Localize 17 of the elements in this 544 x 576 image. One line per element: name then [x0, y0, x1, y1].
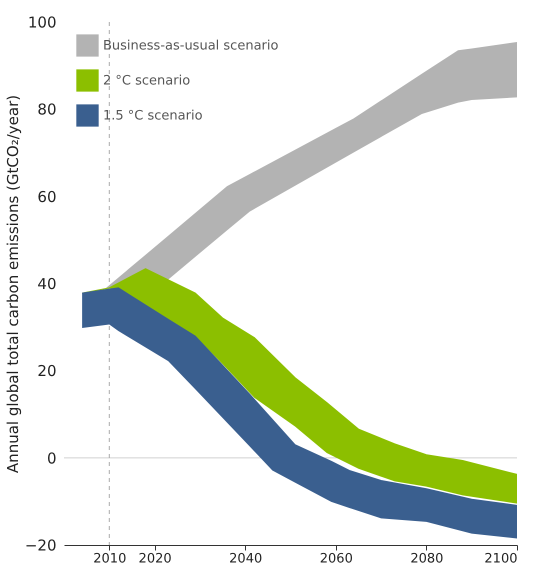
y-tick-label: 0 — [46, 449, 56, 468]
y-tick-label: 60 — [37, 188, 56, 206]
x-tick-label: 2040 — [229, 552, 262, 566]
legend-label: 2 °C scenario — [103, 74, 190, 88]
x-tick-label: 2010 — [93, 552, 126, 566]
y-tick-label: 20 — [37, 362, 56, 380]
y-axis-title: Annual global total carbon emissions (GtCO₂/year) — [4, 94, 22, 474]
y-tick-label: 100 — [28, 14, 56, 32]
legend-label: Business-as-usual scenario — [103, 38, 278, 54]
y-tick-label: −20 — [24, 536, 56, 554]
x-tick-label: 2100 — [484, 552, 518, 566]
x-tick-label: 2080 — [410, 552, 444, 566]
x-tick-label: 2020 — [138, 552, 172, 566]
x-tick-label: 2060 — [320, 552, 353, 566]
legend-label: 1.5 °C scenario — [103, 108, 203, 124]
y-tick-label: 80 — [37, 100, 56, 119]
y-tick-label: 40 — [37, 275, 56, 293]
